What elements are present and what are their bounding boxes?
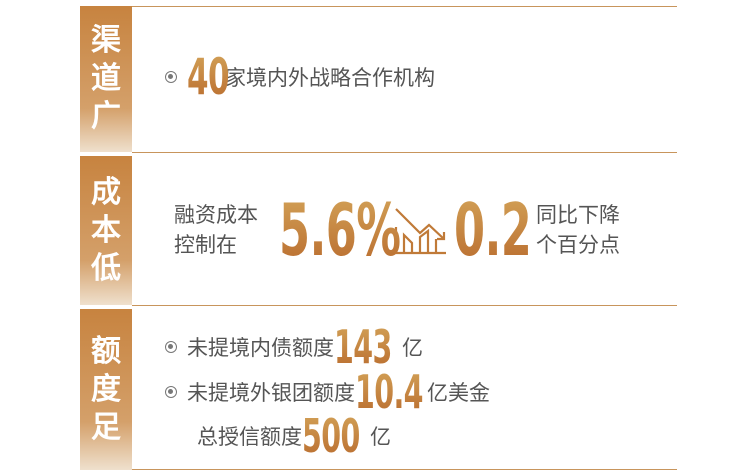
label-char: 额 — [91, 333, 121, 369]
quota-row-2: 未提境外银团额度 10.4 亿美金 — [165, 365, 490, 419]
quota-value: 10.4 — [355, 365, 424, 419]
label-char: 本 — [91, 212, 121, 248]
label-char: 渠 — [91, 23, 121, 58]
cost-lead-line: 控制在 — [174, 233, 237, 257]
bullet-icon — [165, 71, 177, 83]
bullet-icon — [165, 341, 177, 353]
quota-unit: 亿 — [402, 336, 423, 360]
divider — [132, 469, 677, 470]
divider — [132, 6, 677, 7]
section-label-cost: 成 本 低 — [80, 156, 132, 305]
cost-tail-line: 个百分点 — [536, 233, 620, 257]
cost-lead: 融资成本 控制在 — [174, 200, 279, 260]
partner-count: 40 — [187, 48, 230, 106]
quota-unit: 亿美金 — [427, 381, 490, 405]
label-char: 低 — [91, 250, 121, 286]
chart-down-icon — [394, 208, 446, 255]
quota-value: 143 — [334, 320, 392, 374]
cost-tail-line: 同比下降 — [536, 203, 620, 227]
quota-row-3: 总授信额度 500 亿 — [197, 409, 391, 463]
cost-delta: 0.2 — [454, 188, 532, 272]
cost-tail: 同比下降 个百分点 — [536, 200, 620, 260]
quota-unit: 亿 — [370, 425, 391, 449]
cost-lead-line: 融资成本 — [174, 203, 258, 227]
label-char: 广 — [91, 99, 121, 134]
quota-value: 500 — [302, 409, 360, 463]
partner-text: 家境内外战略合作机构 — [225, 66, 435, 90]
bullet-icon — [165, 386, 177, 398]
section-label-quota: 额 度 足 — [80, 309, 132, 470]
quota-label: 未提境外银团额度 — [187, 381, 355, 405]
label-char: 道 — [91, 61, 121, 96]
section-label-channel: 渠 道 广 — [80, 6, 132, 152]
label-char: 度 — [91, 371, 121, 407]
quota-label: 未提境内债额度 — [187, 336, 334, 360]
label-char: 足 — [91, 409, 121, 445]
divider — [132, 152, 677, 153]
quota-row-1: 未提境内债额度 143 亿 — [165, 320, 423, 374]
quota-label: 总授信额度 — [197, 425, 302, 449]
cost-rate: 5.6% — [279, 188, 401, 272]
channel-row: 40 家境内外战略合作机构 — [165, 48, 435, 106]
cost-row: 融资成本 控制在 5.6% 0.2 同比下降 个百分点 — [174, 188, 620, 272]
divider — [132, 305, 677, 306]
label-char: 成 — [91, 174, 121, 210]
